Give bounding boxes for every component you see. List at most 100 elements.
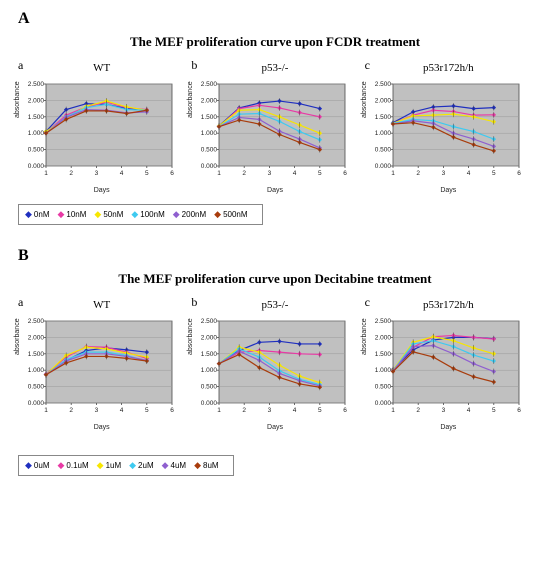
legend-item: ◆0uM (25, 460, 49, 471)
sub-label: a (18, 295, 23, 310)
svg-text:1: 1 (44, 170, 48, 177)
svg-text:6: 6 (517, 407, 521, 414)
svg-text:6: 6 (170, 407, 174, 414)
figure-title-b: The MEF proliferation curve upon Decitab… (18, 271, 532, 287)
chart-svg: 0.0000.5001.0001.5002.0002.500123456 (18, 78, 178, 186)
svg-text:1: 1 (391, 170, 395, 177)
svg-text:5: 5 (145, 170, 149, 177)
svg-text:1.000: 1.000 (201, 130, 218, 137)
y-axis-label: absorbance (361, 81, 368, 118)
svg-text:0.500: 0.500 (374, 384, 391, 391)
svg-text:3: 3 (95, 407, 99, 414)
panel-label-a: A (18, 10, 532, 28)
svg-text:0.500: 0.500 (28, 147, 45, 154)
sub-label: b (191, 58, 197, 73)
legend-label: 500nM (223, 210, 247, 219)
chart-c: cp53r172h/habsorbance0.0000.5001.0001.50… (365, 299, 532, 431)
legend-marker-icon: ◆ (25, 460, 32, 471)
legend-item: ◆500nM (214, 209, 247, 220)
legend-label: 8uM (203, 461, 219, 470)
x-axis-label: Days (18, 187, 185, 194)
sub-label: c (365, 295, 370, 310)
svg-text:1.000: 1.000 (374, 130, 391, 137)
sub-title: p53r172h/h (365, 299, 532, 311)
charts-row-b: aWTabsorbance0.0000.5001.0001.5002.0002.… (18, 299, 532, 431)
svg-text:1.500: 1.500 (201, 114, 218, 121)
chart-svg: 0.0000.5001.0001.5002.0002.500123456 (365, 78, 525, 186)
svg-text:0.000: 0.000 (28, 400, 45, 407)
chart-svg: 0.0000.5001.0001.5002.0002.500123456 (18, 315, 178, 423)
svg-text:1.000: 1.000 (374, 367, 391, 374)
svg-text:1: 1 (218, 170, 222, 177)
svg-text:2: 2 (69, 407, 73, 414)
svg-text:1.500: 1.500 (28, 351, 45, 358)
svg-text:3: 3 (95, 170, 99, 177)
legend-item: ◆200nM (173, 209, 206, 220)
svg-text:2: 2 (69, 170, 73, 177)
svg-text:2.500: 2.500 (374, 81, 391, 88)
sub-label: a (18, 58, 23, 73)
svg-text:2.000: 2.000 (28, 334, 45, 341)
chart-svg: 0.0000.5001.0001.5002.0002.500123456 (191, 315, 351, 423)
sub-title: WT (18, 62, 185, 74)
y-axis-label: absorbance (187, 318, 194, 355)
legend-item: ◆0.1uM (57, 460, 88, 471)
svg-text:5: 5 (318, 170, 322, 177)
legend-marker-icon: ◆ (94, 209, 101, 220)
x-axis-label: Days (191, 424, 358, 431)
svg-text:1.500: 1.500 (374, 114, 391, 121)
chart-b: bp53-/-absorbance0.0000.5001.0001.5002.0… (191, 62, 358, 194)
svg-text:3: 3 (441, 170, 445, 177)
svg-text:6: 6 (344, 170, 348, 177)
svg-text:5: 5 (318, 407, 322, 414)
y-axis-label: absorbance (14, 318, 21, 355)
svg-text:0.000: 0.000 (28, 163, 45, 170)
x-axis-label: Days (365, 187, 532, 194)
legend-marker-icon: ◆ (25, 209, 32, 220)
legend-marker-icon: ◆ (214, 209, 221, 220)
legend-marker-icon: ◆ (162, 460, 169, 471)
legend-marker-icon: ◆ (129, 460, 136, 471)
chart-b: bp53-/-absorbance0.0000.5001.0001.5002.0… (191, 299, 358, 431)
svg-text:0.000: 0.000 (374, 400, 391, 407)
svg-text:2: 2 (416, 170, 420, 177)
svg-text:4: 4 (120, 170, 124, 177)
svg-text:1.500: 1.500 (28, 114, 45, 121)
svg-text:4: 4 (466, 407, 470, 414)
legend-label: 2uM (138, 461, 154, 470)
svg-text:4: 4 (466, 170, 470, 177)
legend-item: ◆8uM (194, 460, 218, 471)
svg-text:3: 3 (268, 170, 272, 177)
legend-marker-icon: ◆ (173, 209, 180, 220)
y-axis-label: absorbance (14, 81, 21, 118)
svg-text:2.500: 2.500 (201, 318, 218, 325)
legend-label: 1uM (106, 461, 122, 470)
x-axis-label: Days (191, 187, 358, 194)
svg-text:2.000: 2.000 (28, 97, 45, 104)
svg-text:4: 4 (293, 407, 297, 414)
legend-label: 10nM (66, 210, 86, 219)
svg-text:2: 2 (243, 170, 247, 177)
svg-text:2.500: 2.500 (374, 318, 391, 325)
svg-text:1.500: 1.500 (374, 351, 391, 358)
svg-text:2.000: 2.000 (374, 334, 391, 341)
svg-text:2.500: 2.500 (28, 318, 45, 325)
svg-text:5: 5 (492, 407, 496, 414)
chart-svg: 0.0000.5001.0001.5002.0002.500123456 (191, 78, 351, 186)
legend-label: 0.1uM (66, 461, 88, 470)
sub-label: b (191, 295, 197, 310)
legend-item: ◆50nM (94, 209, 123, 220)
sub-title: p53r172h/h (365, 62, 532, 74)
chart-c: cp53r172h/habsorbance0.0000.5001.0001.50… (365, 62, 532, 194)
svg-text:2.500: 2.500 (201, 81, 218, 88)
legend-item: ◆4uM (162, 460, 186, 471)
svg-text:2.500: 2.500 (28, 81, 45, 88)
chart-a: aWTabsorbance0.0000.5001.0001.5002.0002.… (18, 62, 185, 194)
sub-title: WT (18, 299, 185, 311)
sub-label: c (365, 58, 370, 73)
x-axis-label: Days (18, 424, 185, 431)
legend-item: ◆10nM (57, 209, 86, 220)
svg-text:3: 3 (441, 407, 445, 414)
chart-a: aWTabsorbance0.0000.5001.0001.5002.0002.… (18, 299, 185, 431)
legend-item: ◆1uM (97, 460, 121, 471)
